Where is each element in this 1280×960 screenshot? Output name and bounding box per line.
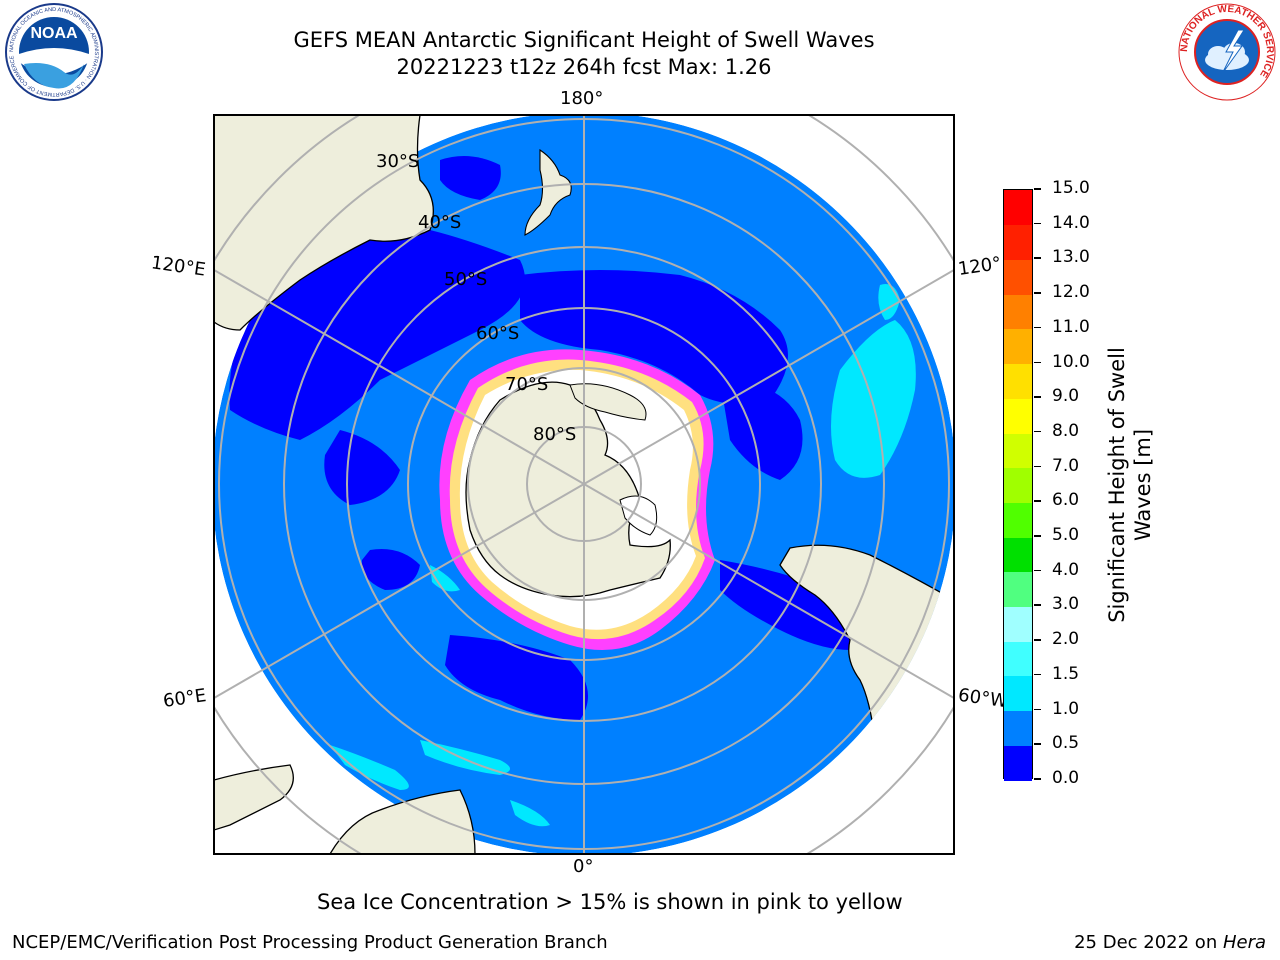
- colorbar-tick-label: 11.0: [1052, 316, 1090, 337]
- noaa-logo: NOAA NATIONAL OCEANIC AND ATMOSPHERIC AD…: [5, 3, 103, 101]
- colorbar-bin: [1004, 675, 1032, 712]
- lon-label-0: 0°: [573, 856, 594, 877]
- colorbar-tick: [1034, 569, 1041, 572]
- colorbar-tick-label: 12.0: [1052, 282, 1090, 303]
- footer-date-text: 25 Dec 2022 on: [1074, 932, 1223, 953]
- lat-label-80s: 80°S: [533, 424, 577, 445]
- colorbar-tick-label: 3.0: [1052, 594, 1080, 615]
- colorbar-bin: [1004, 745, 1032, 781]
- colorbar-title: Significant Height of Swell Waves [m]: [1104, 347, 1156, 623]
- colorbar-tick-label: 6.0: [1052, 490, 1080, 511]
- colorbar-bin: [1004, 294, 1032, 330]
- sea-ice-note: Sea Ice Concentration > 15% is shown in …: [317, 890, 903, 914]
- colorbar-tick-label: 14.0: [1052, 212, 1090, 233]
- colorbar-tick: [1034, 535, 1041, 537]
- footer-credit: NCEP/EMC/Verification Post Processing Pr…: [12, 932, 608, 953]
- lat-label-70s: 70°S: [505, 374, 549, 395]
- colorbar-tick: [1034, 396, 1041, 398]
- lat-label-30s: 30°S: [376, 151, 420, 172]
- colorbar-tick: [1034, 673, 1041, 676]
- colorbar-bin: [1004, 502, 1032, 538]
- new-zealand: [524, 148, 572, 236]
- colorbar-tick-label: 1.5: [1052, 663, 1080, 684]
- colorbar-tick-label: 1.0: [1052, 698, 1080, 719]
- colorbar-bin: [1004, 190, 1032, 226]
- ross-ice-shelf: [569, 383, 647, 421]
- colorbar-tick: [1034, 188, 1041, 190]
- colorbar-bin: [1004, 398, 1032, 434]
- colorbar-bin: [1004, 537, 1032, 573]
- nws-logo: NATIONAL WEATHER SERVICE: [1178, 3, 1276, 101]
- colorbar-tick-label: 15.0: [1052, 178, 1090, 198]
- colorbar-bin: [1004, 328, 1032, 365]
- colorbar-tick-label: 9.0: [1052, 386, 1080, 407]
- colorbar-bin: [1004, 259, 1032, 295]
- colorbar-tick-label: 4.0: [1052, 559, 1080, 580]
- colorbar-tick: [1034, 465, 1041, 468]
- colorbar-tick: [1034, 222, 1041, 225]
- colorbar-tick-label: 0.0: [1052, 768, 1080, 788]
- madagascar: [214, 764, 294, 831]
- colorbar-tick-label: 2.0: [1052, 629, 1080, 650]
- graticule: [214, 115, 954, 854]
- footer-date: 25 Dec 2022 on Hera: [1074, 932, 1266, 953]
- colorbar-tick: [1034, 778, 1041, 780]
- colorbar-tick: [1034, 604, 1041, 606]
- colorbar-tick-label: 10.0: [1052, 351, 1090, 372]
- colorbar-bin: [1004, 641, 1032, 677]
- colorbar-bin: [1004, 571, 1032, 608]
- antarctica: [465, 381, 671, 598]
- colorbar: [1003, 189, 1033, 781]
- colorbar-tick: [1034, 708, 1041, 711]
- colorbar-tick: [1034, 500, 1041, 502]
- lat-label-60s: 60°S: [476, 323, 520, 344]
- colorbar-bin: [1004, 224, 1032, 260]
- colorbar-tick-label: 8.0: [1052, 420, 1080, 441]
- chart-subtitle: 20221223 t12z 264h fcst Max: 1.26: [396, 55, 772, 79]
- colorbar-tick: [1034, 639, 1041, 641]
- colorbar-tick-label: 7.0: [1052, 455, 1080, 476]
- colorbar-tick: [1034, 257, 1041, 259]
- colorbar-tick: [1034, 743, 1041, 745]
- colorbar-tick: [1034, 326, 1041, 329]
- map-border: [213, 114, 955, 855]
- colorbar-tick-label: 13.0: [1052, 247, 1090, 268]
- colorbar-bin: [1004, 432, 1032, 469]
- noaa-logo-text: NOAA: [30, 25, 78, 42]
- colorbar-title-line1: Significant Height of Swell: [1105, 347, 1129, 623]
- chart-title: GEFS MEAN Antarctic Significant Height o…: [293, 28, 875, 52]
- colorbar-bin: [1004, 710, 1032, 746]
- lat-label-40s: 40°S: [418, 212, 462, 233]
- colorbar-bin: [1004, 467, 1032, 503]
- colorbar-title-line2: Waves [m]: [1131, 428, 1155, 542]
- africa-south: [329, 789, 476, 854]
- colorbar-tick: [1034, 430, 1041, 433]
- colorbar-tick: [1034, 361, 1041, 364]
- colorbar-tick-label: 5.0: [1052, 525, 1080, 546]
- low-swell-regions: [229, 156, 853, 720]
- footer-host: Hera: [1222, 932, 1266, 953]
- australia: [214, 115, 434, 331]
- lat-label-50s: 50°S: [444, 269, 488, 290]
- colorbar-tick: [1034, 292, 1041, 294]
- lon-label-180: 180°: [560, 88, 604, 109]
- colorbar-tick-label: 0.5: [1052, 733, 1080, 754]
- colorbar-bin: [1004, 363, 1032, 399]
- colorbar-bin: [1004, 606, 1032, 642]
